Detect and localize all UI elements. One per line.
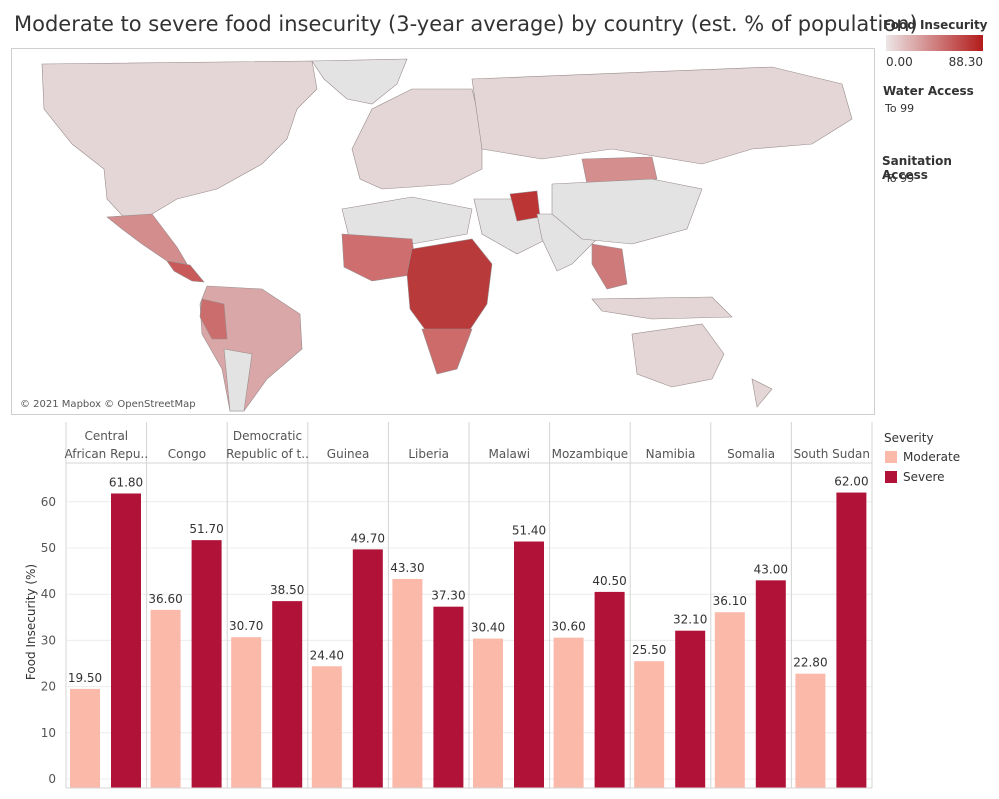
bar-moderate [70,688,100,788]
y-tick-label: 40 [41,587,56,601]
map-attribution[interactable]: © 2021 Mapbox © OpenStreetMap [20,399,196,410]
country-shape-north-america [41,60,318,225]
category-header: Central [84,429,128,443]
y-tick-label: 20 [41,680,56,694]
severe-swatch [885,471,897,483]
country-shape-peru [199,298,228,340]
data-label: 30.40 [471,621,505,635]
world-map-svg[interactable] [12,49,874,414]
water-access-filter-value[interactable]: To 99 [885,102,915,115]
bar-moderate [795,673,826,788]
y-tick-label: 10 [41,726,56,740]
bar-severe [433,606,464,788]
bar-severe [272,601,303,788]
data-label: 32.10 [673,613,707,627]
bar-moderate [231,637,262,788]
bar-moderate [714,612,745,788]
bar-severe [675,630,706,788]
bar-moderate [473,638,503,788]
category-header: African Repu.. [64,447,148,461]
data-label: 30.60 [551,620,585,634]
data-label: 22.80 [793,656,827,670]
sanitation-access-filter-value[interactable]: To 99 [885,172,915,185]
country-shape-china [551,178,703,245]
bar-severe [514,541,544,788]
food-insecurity-color-ramp [886,35,983,51]
category-header: Republic of t.. [226,447,309,461]
category-header: Somalia [727,447,775,461]
country-shape-russia [471,66,853,165]
data-label: 43.00 [754,562,788,576]
bar-severe [594,591,625,788]
data-label: 62.00 [834,475,868,489]
data-label: 30.70 [229,619,263,633]
severity-legend-label: Severe [903,470,945,484]
country-shape-west-africa [341,233,418,282]
severity-legend-title: Severity [884,431,934,445]
category-header: Democratic [233,429,302,443]
country-shape-mongolia [581,156,658,185]
data-label: 24.40 [310,648,344,662]
category-header: Liberia [408,447,449,461]
category-header: Namibia [646,447,696,461]
bar-severe [352,549,383,788]
category-header: Guinea [327,447,370,461]
y-tick-label: 60 [41,495,56,509]
country-shape-greenland [311,58,408,105]
chart-title: Moderate to severe food insecurity (3-ye… [14,12,918,36]
bar-severe [755,580,786,788]
data-label: 43.30 [390,561,424,575]
choropleth-map[interactable]: © 2021 Mapbox © OpenStreetMap [11,48,875,415]
data-label: 36.60 [148,592,182,606]
y-axis-title: Food Insecurity (%) [24,564,38,680]
country-shape-indonesia [591,296,733,320]
data-label: 25.50 [632,643,666,657]
country-shape-europe [351,88,483,190]
country-shape-new-zealand [751,378,773,408]
sanitation-access-filter-title: Sanitation Access [882,154,952,182]
country-shape-australia [631,323,725,388]
moderate-swatch [885,451,897,463]
data-label: 51.40 [512,524,546,538]
data-label: 49.70 [351,531,385,545]
bar-severe [111,493,141,788]
bar-moderate [392,578,423,788]
data-label: 38.50 [270,583,304,597]
legend-max-label: 88.30 [948,55,983,69]
bar-moderate [634,661,665,788]
bar-moderate [311,666,342,788]
y-tick-label: 30 [41,633,56,647]
food-insecurity-legend-title: Food Insecurity [883,18,988,32]
data-label: 51.70 [189,522,223,536]
bar-moderate [553,637,584,788]
severity-legend-label: Moderate [903,450,961,464]
bar-severe [191,540,222,788]
country-shape-southern-africa [421,328,473,375]
y-tick-label: 0 [48,772,56,786]
country-shape-central-america [166,260,205,283]
bar-severe [836,492,867,788]
data-label: 19.50 [68,671,102,685]
water-access-filter-title: Water Access [883,84,974,98]
bar-moderate [150,609,181,788]
data-label: 40.50 [592,574,626,588]
category-header: Congo [168,447,206,461]
data-label: 36.10 [713,594,747,608]
data-label: 37.30 [431,589,465,603]
data-label: 61.80 [109,475,143,489]
category-header: Malawi [489,447,531,461]
y-tick-label: 50 [41,541,56,555]
legend-min-label: 0.00 [886,55,913,69]
category-header: South Sudan [793,447,870,461]
category-header: Mozambique [552,447,629,461]
severity-legend-item-severe[interactable]: Severe [885,469,945,485]
country-shape-argentina [223,348,253,412]
country-shape-southeast-asia [591,243,628,290]
severity-legend-item-moderate[interactable]: Moderate [885,449,960,465]
